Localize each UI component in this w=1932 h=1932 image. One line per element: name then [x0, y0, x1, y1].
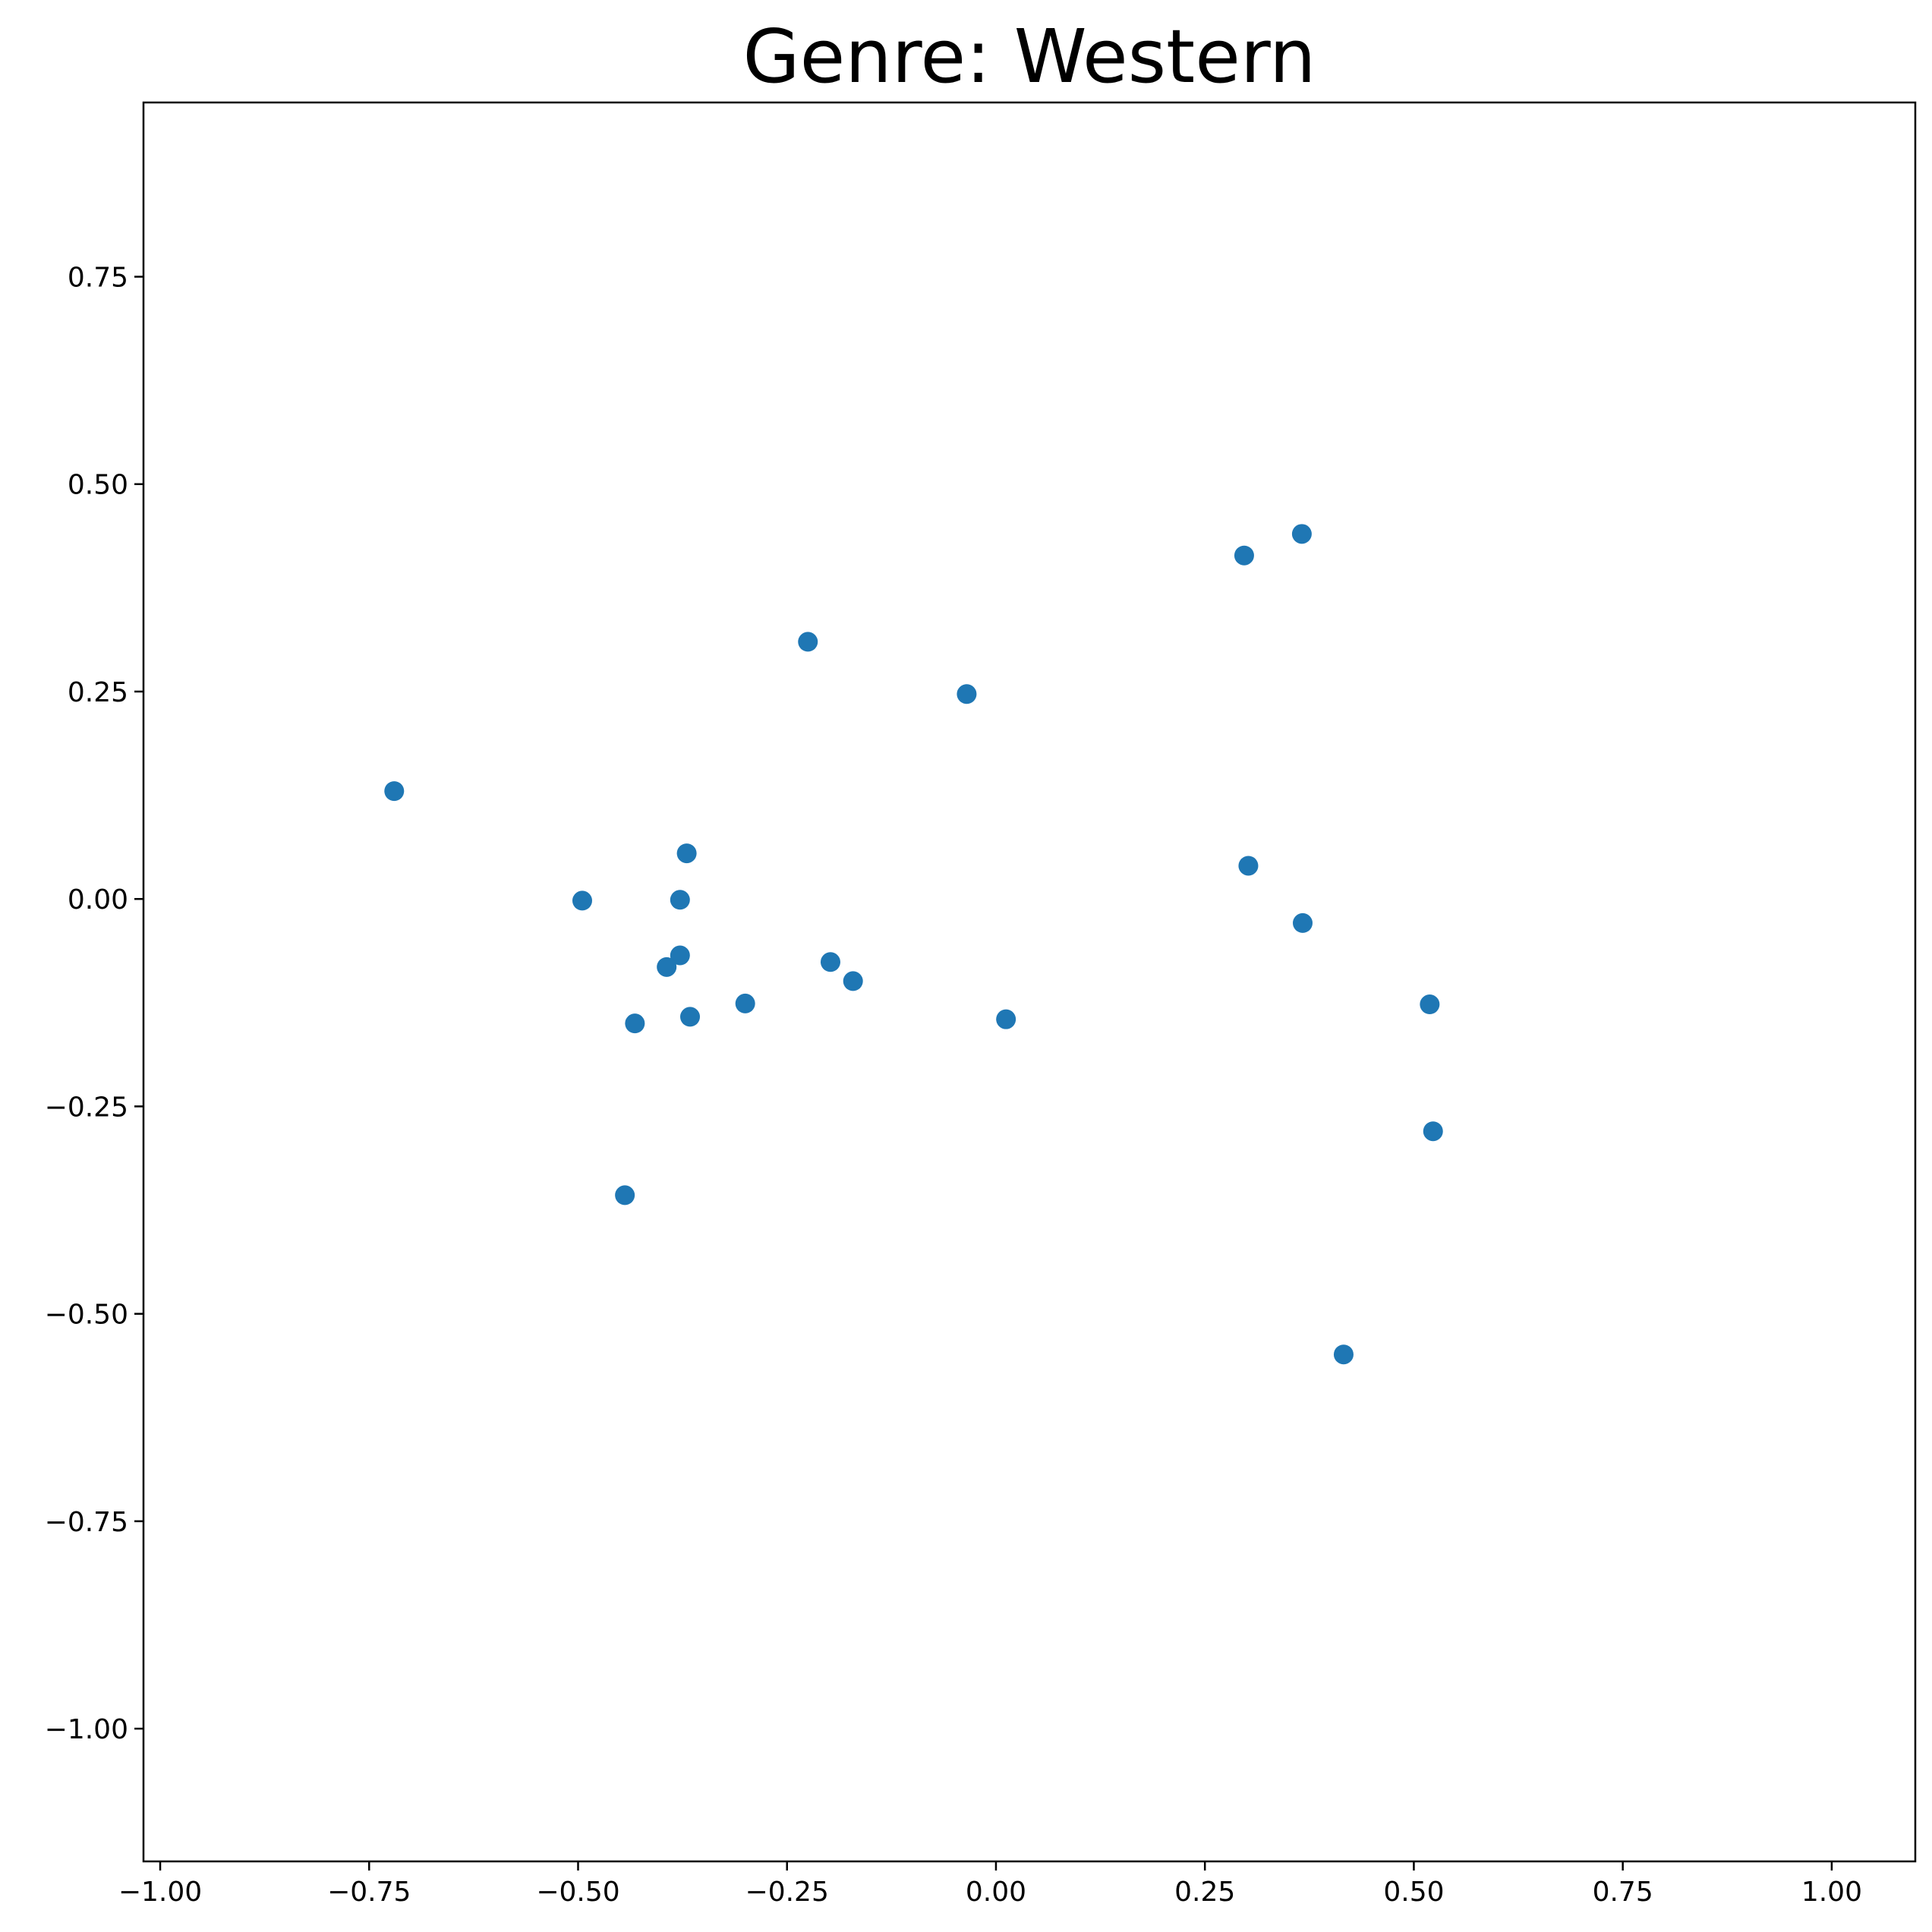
x-tick-label: 0.00: [966, 1877, 1026, 1908]
data-point: [572, 890, 592, 911]
data-point: [615, 1185, 635, 1206]
data-point: [1333, 1344, 1354, 1365]
data-point: [1234, 545, 1254, 566]
x-tick-label: 0.75: [1593, 1877, 1653, 1908]
chart-title: Genre: Western: [742, 14, 1316, 99]
data-point: [996, 1009, 1016, 1029]
x-tick-label: 0.25: [1174, 1877, 1235, 1908]
data-point: [820, 952, 840, 972]
data-point: [1293, 912, 1313, 933]
y-tick-label: 0.75: [68, 263, 128, 294]
x-tick-label: −0.75: [327, 1877, 411, 1908]
data-point: [735, 993, 755, 1013]
plot-frame: [142, 101, 1917, 1863]
data-point: [670, 890, 690, 910]
data-point: [625, 1013, 645, 1034]
data-point: [843, 971, 863, 991]
y-tick-label: −1.00: [45, 1714, 128, 1745]
data-point: [1423, 1121, 1443, 1142]
data-point: [957, 684, 977, 704]
y-tick-label: 0.00: [68, 884, 128, 916]
x-tick-label: −1.00: [118, 1877, 202, 1908]
data-point: [670, 945, 690, 966]
data-points: [384, 524, 1443, 1365]
data-point: [384, 781, 405, 802]
x-tick-label: 1.00: [1801, 1877, 1862, 1908]
x-tick-label: 0.50: [1383, 1877, 1444, 1908]
x-tick-label: −0.50: [536, 1877, 619, 1908]
y-tick-label: 0.50: [68, 470, 128, 501]
data-point: [680, 1007, 701, 1027]
data-point: [1420, 994, 1440, 1015]
data-point: [798, 632, 818, 652]
y-axis: 0.75 0.50 0.25 0.00 −0.25 −0.50 −0.75 −1.00: [45, 263, 143, 1745]
y-tick-label: −0.50: [45, 1300, 128, 1331]
data-point: [1291, 524, 1312, 544]
data-point: [1238, 856, 1259, 876]
x-axis: −1.00 −0.75 −0.50 −0.25 0.00 0.25 0.50 0.75 1.00: [118, 1861, 1862, 1908]
y-tick-label: 0.25: [68, 677, 128, 708]
data-point: [676, 843, 697, 864]
y-tick-label: −0.25: [45, 1092, 128, 1123]
y-tick-label: −0.75: [45, 1507, 128, 1538]
data-point: [657, 957, 677, 977]
x-tick-label: −0.25: [745, 1877, 829, 1908]
